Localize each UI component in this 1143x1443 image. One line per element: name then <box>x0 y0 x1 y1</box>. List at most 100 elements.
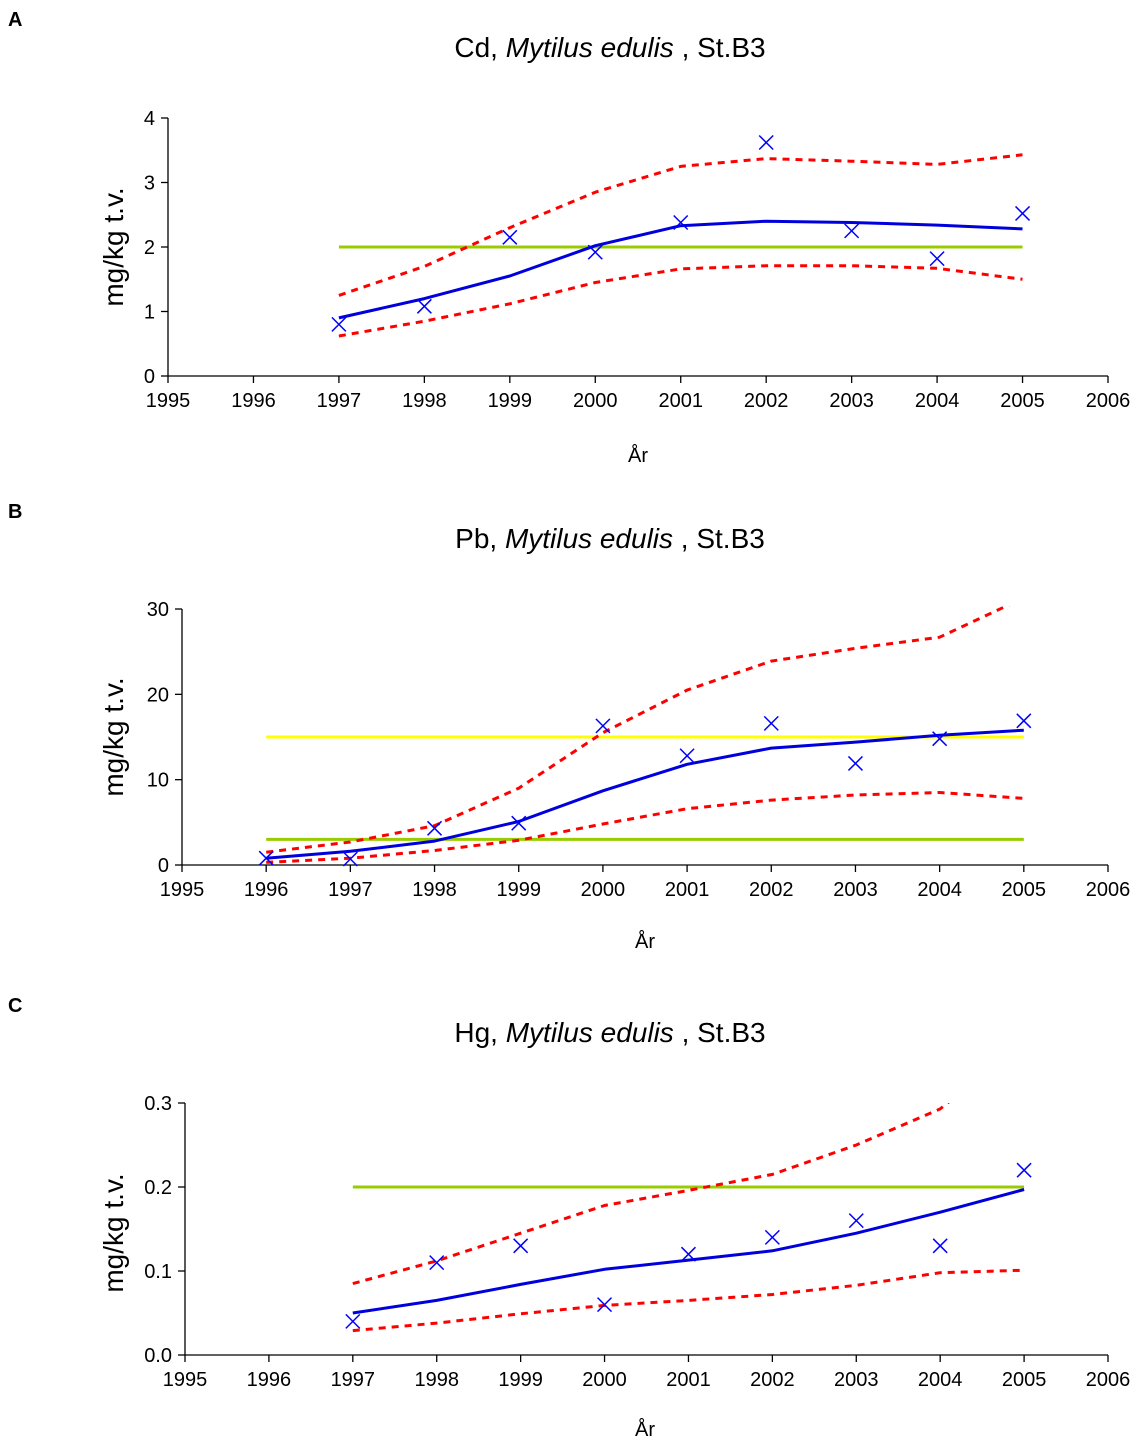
x-tick-label: 1996 <box>244 879 289 901</box>
data-point <box>595 718 611 734</box>
marker-stroke <box>595 718 611 734</box>
chart-title-c: Hg, Mytilus edulis , St.B3 <box>454 1017 765 1048</box>
data-point <box>587 244 603 260</box>
marker-stroke <box>932 1238 948 1254</box>
x-axis-label: År <box>635 1418 655 1441</box>
confidence-band-upper <box>352 1103 950 1286</box>
plot-area-c: 0.0 0.1 0.2 0.3 1995 1996 1997 1998 1999 2000 2001… <box>144 1093 1130 1391</box>
chart-title-b: Pb, Mytilus edulis , St.B3 <box>455 523 765 554</box>
y-tick-label: 4 <box>144 108 155 130</box>
x-tick-label: 1999 <box>498 1369 543 1391</box>
x-tick-label: 2004 <box>915 390 960 412</box>
x-tick-label: 1998 <box>402 390 447 412</box>
y-axis-label: mg/kg t.v. <box>98 1173 129 1292</box>
data-point <box>429 1255 445 1271</box>
data-point <box>427 820 443 836</box>
x-tick-label: 1999 <box>488 390 533 412</box>
data-point <box>680 1246 696 1262</box>
marker-stroke <box>679 748 695 764</box>
y-tick-label: 2 <box>144 237 155 259</box>
marker-stroke <box>513 1238 529 1254</box>
x-tick-label: 2002 <box>744 390 789 412</box>
marker-stroke <box>932 731 948 747</box>
y-axis-label: mg/kg t.v. <box>98 187 129 306</box>
x-tick-label: 2003 <box>834 1369 879 1391</box>
x-tick-label: 2003 <box>829 390 874 412</box>
confidence-band-lower <box>266 791 1024 864</box>
chart-title-a: Cd, Mytilus edulis , St.B3 <box>454 32 765 63</box>
x-axis-label: År <box>635 930 655 953</box>
x-tick-label: 1998 <box>414 1369 459 1391</box>
title-station: , St.B3 <box>674 1017 766 1048</box>
x-tick-label: 1997 <box>331 1369 376 1391</box>
x-tick-label: 2001 <box>658 390 703 412</box>
data-point <box>1016 713 1032 729</box>
data-point <box>758 134 774 151</box>
data-point <box>502 229 518 245</box>
marker-stroke <box>511 815 527 831</box>
x-tick-label: 1999 <box>496 879 541 901</box>
x-tick-label: 2001 <box>665 879 710 901</box>
marker-stroke <box>680 1246 696 1262</box>
marker-stroke <box>764 1229 780 1245</box>
y-tick-label: 10 <box>147 770 169 792</box>
marker-stroke <box>929 251 945 267</box>
x-tick-label: 2005 <box>1002 1369 1047 1391</box>
y-tick-label: 0 <box>144 366 155 388</box>
marker-stroke <box>844 223 860 239</box>
title-species: Mytilus edulis <box>506 1017 674 1048</box>
data-point <box>345 1313 361 1329</box>
data-point <box>331 316 347 332</box>
y-tick-label: 3 <box>144 173 155 195</box>
x-tick-label: 2003 <box>833 879 878 901</box>
marker-stroke <box>587 244 603 260</box>
x-tick-label: 2000 <box>573 390 618 412</box>
data-point <box>1016 1162 1032 1178</box>
x-tick-label: 2005 <box>1002 879 1047 901</box>
trend-line <box>338 219 1023 320</box>
data-point <box>764 1229 780 1245</box>
marker-stroke <box>331 316 347 332</box>
data-point <box>844 223 860 239</box>
title-element: Pb, <box>455 523 505 554</box>
x-tick-label: 1997 <box>328 879 373 901</box>
y-tick-label: 0.1 <box>144 1261 172 1283</box>
marker-stroke <box>847 755 863 771</box>
y-tick-label: 20 <box>147 684 169 706</box>
data-point <box>763 715 779 731</box>
x-tick-label: 2000 <box>582 1369 627 1391</box>
data-point <box>932 731 948 747</box>
marker-stroke <box>1016 1162 1032 1178</box>
confidence-band-lower <box>352 1268 1025 1333</box>
y-tick-label: 0.3 <box>144 1093 172 1115</box>
data-point <box>597 1297 613 1313</box>
marker-stroke <box>427 820 443 836</box>
y-tick-label: 30 <box>147 599 169 621</box>
y-tick-label: 1 <box>144 302 155 324</box>
data-point <box>932 1238 948 1254</box>
x-tick-label: 2006 <box>1086 879 1131 901</box>
series-group <box>352 1103 1025 1333</box>
title-species: Mytilus edulis <box>505 523 673 554</box>
marker-stroke <box>1016 713 1032 729</box>
x-tick-label: 2002 <box>750 1369 795 1391</box>
marker-stroke <box>1015 205 1031 221</box>
marker-stroke <box>673 214 689 231</box>
title-station: , St.B3 <box>674 32 766 63</box>
title-element: Hg, <box>454 1017 505 1048</box>
x-tick-label: 1996 <box>231 390 276 412</box>
title-element: Cd, <box>454 32 505 63</box>
marker-stroke <box>758 134 774 151</box>
y-axis-label: mg/kg t.v. <box>98 677 129 796</box>
panel-label-a: A <box>8 9 22 31</box>
data-point <box>258 850 274 866</box>
x-tick-label: 1995 <box>146 390 191 412</box>
x-axis-label: År <box>628 444 648 467</box>
data-point <box>1015 205 1031 221</box>
data-point <box>929 251 945 267</box>
x-tick-label: 2005 <box>1000 390 1045 412</box>
data-point <box>342 851 358 867</box>
x-tick-label: 2004 <box>918 1369 963 1391</box>
x-tick-label: 2006 <box>1086 390 1131 412</box>
